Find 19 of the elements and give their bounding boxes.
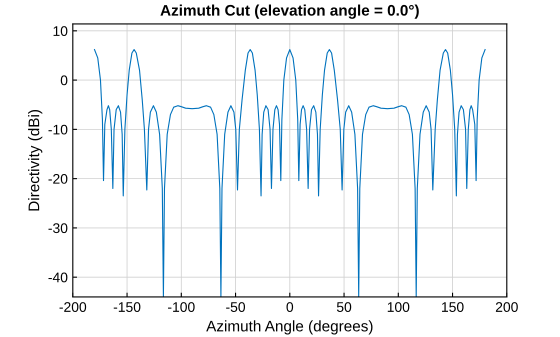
x-tick-label: 0 — [286, 302, 294, 312]
x-tick-label: 50 — [336, 302, 352, 312]
line-series — [94, 48, 486, 297]
y-axis-title: Directivity (dBi) — [28, 110, 42, 211]
x-tick-label: 150 — [442, 302, 464, 312]
chart-title: Azimuth Cut (elevation angle = 0.0°) — [160, 4, 419, 19]
y-tick-label: 0 — [60, 75, 68, 86]
x-tick-label: -50 — [226, 302, 246, 312]
y-tick-label: -20 — [48, 174, 68, 184]
x-tick-label: 200 — [496, 302, 518, 312]
y-tick-label: -40 — [48, 272, 68, 282]
x-tick-label: -100 — [168, 302, 195, 312]
y-tick-label: 10 — [54, 26, 68, 36]
x-tick-label: 100 — [388, 302, 410, 312]
y-tick-label: -30 — [48, 223, 68, 234]
x-tick-label: -150 — [114, 302, 140, 312]
x-tick-label: -200 — [60, 302, 86, 312]
x-axis-title: Azimuth Angle (degrees) — [206, 320, 373, 334]
y-tick-label: -10 — [48, 124, 68, 135]
